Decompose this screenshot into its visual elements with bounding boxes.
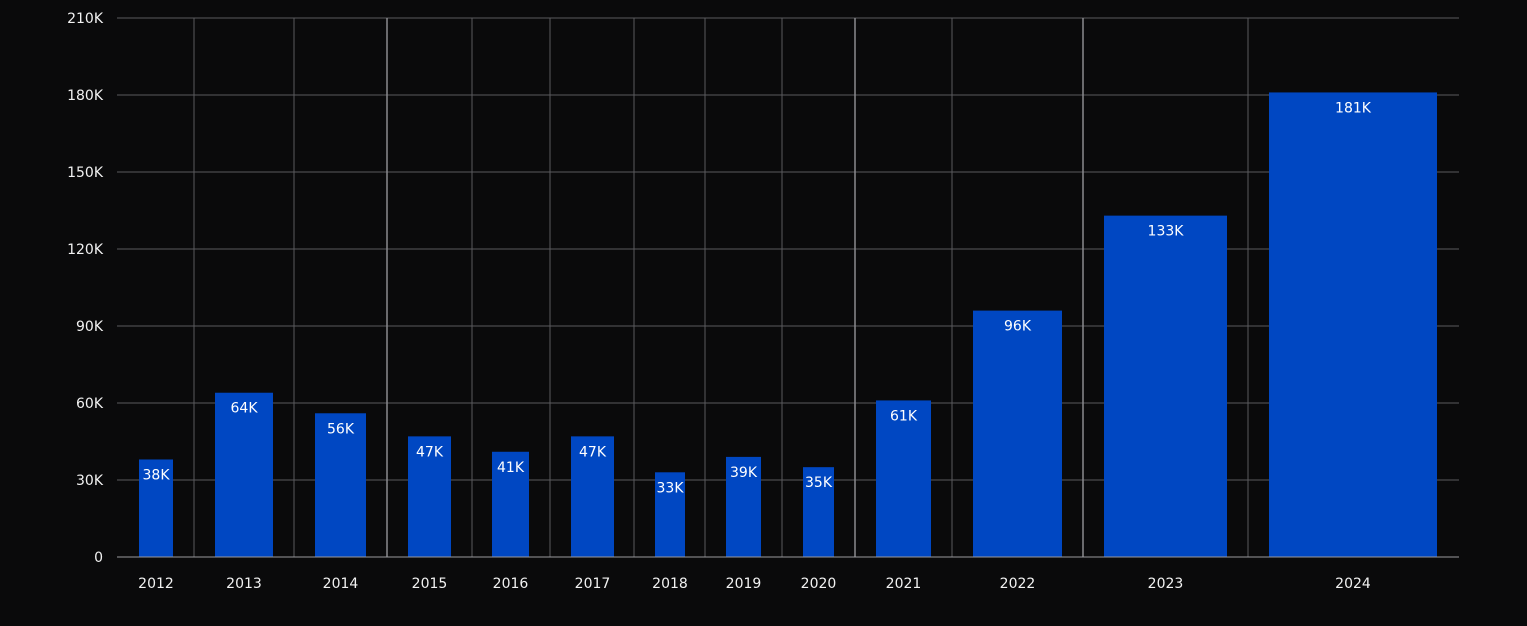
bar-data-label: 64K [231,401,259,417]
bar-data-label: 35K [805,475,833,491]
bar [876,400,931,557]
x-tick-label: 2014 [323,576,359,592]
x-tick-label: 2019 [726,576,762,592]
x-tick-label: 2016 [493,576,529,592]
y-tick-label: 0 [94,550,103,566]
x-tick-label: 2022 [1000,576,1036,592]
x-tick-label: 2021 [886,576,922,592]
bar-data-label: 39K [730,465,758,481]
bar [492,451,529,557]
bar [1104,215,1227,557]
y-tick-label: 180K [67,88,104,104]
bar [726,456,761,557]
bar-data-label: 47K [416,444,444,460]
bar [1269,92,1437,557]
bar-data-label: 38K [143,467,171,483]
bar-data-label: 56K [327,421,355,437]
x-tick-label: 2018 [652,576,688,592]
bar [803,467,834,557]
x-tick-label: 2015 [412,576,448,592]
grid-layer [117,17,1459,557]
x-tick-label: 2020 [801,576,837,592]
bar-data-label: 47K [579,444,607,460]
bar-data-label: 181K [1335,100,1372,116]
x-tick-label: 2023 [1148,576,1184,592]
bar-layer [139,92,1437,557]
x-tick-label: 2017 [575,576,611,592]
bar [139,459,173,557]
bar-data-label: 133K [1148,224,1185,240]
bar [215,392,273,557]
bar [973,310,1062,557]
x-tick-label: 2024 [1335,576,1371,592]
y-tick-label: 120K [67,242,104,258]
bar-data-label: 41K [497,460,525,476]
y-tick-label: 90K [76,319,104,335]
x-tick-label: 2013 [226,576,262,592]
bar [655,472,685,557]
y-tick-label: 150K [67,165,104,181]
y-tick-label: 60K [76,396,104,412]
bar-data-label: 96K [1004,319,1032,335]
axis-layer: 0 30K 60K 90K 120K 150K 180K 210K 2012 2013 2014 20… [67,11,1459,592]
x-tick-label: 2012 [138,576,174,592]
bar [315,413,366,557]
bar [408,436,451,557]
y-tick-label: 210K [67,11,104,27]
bar-data-label: 33K [657,480,685,496]
y-tick-label: 30K [76,473,104,489]
bar-data-label: 61K [890,408,918,424]
bar [571,436,614,557]
data-label-layer: 38K 64K 56K 47K 41K 47K 33K 39K 35K 61K 96K 133K 181… [143,100,1372,496]
